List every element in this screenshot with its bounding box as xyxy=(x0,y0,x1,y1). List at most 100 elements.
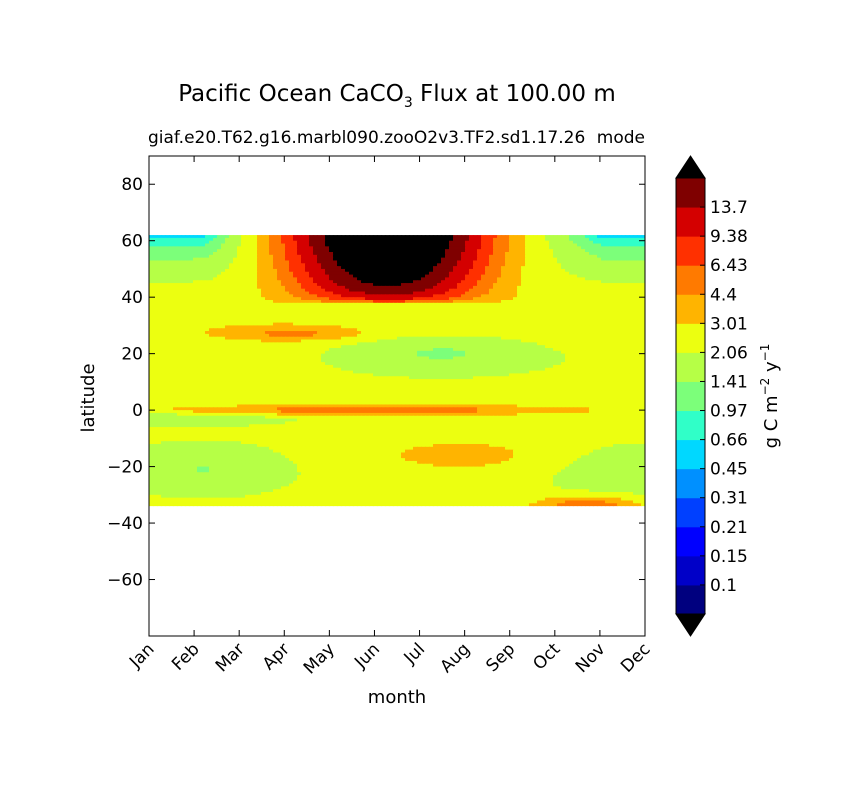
contour-cell xyxy=(349,331,354,335)
contour-cell xyxy=(297,345,302,349)
contour-cell xyxy=(297,260,302,264)
contour-cell xyxy=(409,254,414,259)
contour-cell xyxy=(453,302,458,307)
contour-cell xyxy=(229,268,234,273)
contour-cell xyxy=(205,254,210,259)
contour-cell xyxy=(161,311,166,315)
contour-cell xyxy=(505,274,510,279)
contour-cell xyxy=(537,240,542,245)
contour-cell xyxy=(405,325,410,329)
contour-cell xyxy=(585,274,590,279)
contour-cell xyxy=(197,257,202,262)
contour-cell xyxy=(541,325,546,329)
contour-cell xyxy=(457,243,462,247)
contour-cell xyxy=(317,328,322,332)
contour-cell xyxy=(625,246,630,250)
contour-cell xyxy=(573,314,578,318)
contour-cell xyxy=(201,252,206,256)
contour-cell xyxy=(549,322,554,327)
contour-cell xyxy=(553,260,558,264)
contour-cell xyxy=(589,325,594,329)
contour-cell xyxy=(329,345,334,349)
contour-cell xyxy=(301,339,306,343)
contour-cell xyxy=(337,311,342,315)
contour-cell xyxy=(289,339,294,343)
contour-cell xyxy=(457,263,462,267)
contour-cell xyxy=(577,294,582,298)
contour-cell xyxy=(629,308,634,312)
contour-cell xyxy=(229,328,234,332)
contour-cell xyxy=(449,294,454,298)
contour-cell xyxy=(193,342,198,346)
contour-cell xyxy=(337,252,342,256)
contour-cell xyxy=(493,240,498,245)
contour-cell xyxy=(517,316,522,321)
contour-cell xyxy=(313,243,318,247)
contour-cell xyxy=(217,288,222,293)
contour-cell xyxy=(637,266,642,270)
contour-cell xyxy=(533,297,538,301)
contour-cell xyxy=(513,291,518,295)
contour-cell xyxy=(285,243,290,247)
contour-cell xyxy=(365,291,370,295)
contour-cell xyxy=(153,283,158,287)
contour-cell xyxy=(589,271,594,276)
contour-cell xyxy=(357,263,362,267)
contour-cell xyxy=(317,322,322,327)
contour-cell xyxy=(397,322,402,327)
contour-cell xyxy=(265,257,270,262)
contour-cell xyxy=(157,271,162,276)
contour-cell xyxy=(441,333,446,338)
contour-cell xyxy=(489,316,494,321)
contour-cell xyxy=(165,235,170,239)
contour-cell xyxy=(341,257,346,262)
contour-cell xyxy=(345,300,350,304)
contour-cell xyxy=(625,268,630,273)
contour-cell xyxy=(601,235,606,239)
contour-cell xyxy=(505,328,510,332)
contour-cell xyxy=(157,342,162,346)
contour-cell xyxy=(165,263,170,267)
contour-cell xyxy=(525,331,530,335)
contour-cell xyxy=(525,302,530,307)
contour-cell xyxy=(553,308,558,312)
contour-cell xyxy=(173,308,178,312)
contour-cell xyxy=(189,266,194,270)
contour-cell xyxy=(253,274,258,279)
contour-cell xyxy=(477,246,482,250)
contour-cell xyxy=(253,336,258,341)
contour-cell xyxy=(557,319,562,324)
contour-cell xyxy=(209,257,214,262)
contour-cell xyxy=(301,266,306,270)
contour-cell xyxy=(369,254,374,259)
contour-cell xyxy=(261,325,266,329)
contour-cell xyxy=(513,339,518,343)
contour-cell xyxy=(497,235,502,239)
contour-cell xyxy=(233,345,238,349)
contour-cell xyxy=(185,342,190,346)
contour-cell xyxy=(513,240,518,245)
contour-cell xyxy=(517,254,522,259)
contour-cell xyxy=(597,277,602,281)
contour-cell xyxy=(601,300,606,304)
contour-cell xyxy=(501,345,506,349)
contour-cell xyxy=(397,302,402,307)
contour-cell xyxy=(349,311,354,315)
contour-cell xyxy=(293,266,298,270)
contour-cell xyxy=(613,246,618,250)
contour-cell xyxy=(537,333,542,338)
contour-cell xyxy=(273,300,278,304)
contour-cell xyxy=(389,257,394,262)
contour-cell xyxy=(409,339,414,343)
contour-cell xyxy=(305,297,310,301)
contour-cell xyxy=(445,342,450,346)
contour-cell xyxy=(461,319,466,324)
contour-cell xyxy=(249,263,254,267)
contour-cell xyxy=(513,243,518,247)
contour-cell xyxy=(209,342,214,346)
contour-cell xyxy=(433,283,438,287)
contour-cell xyxy=(481,294,486,298)
contour-cell xyxy=(417,297,422,301)
contour-cell xyxy=(549,325,554,329)
contour-cell xyxy=(525,257,530,262)
